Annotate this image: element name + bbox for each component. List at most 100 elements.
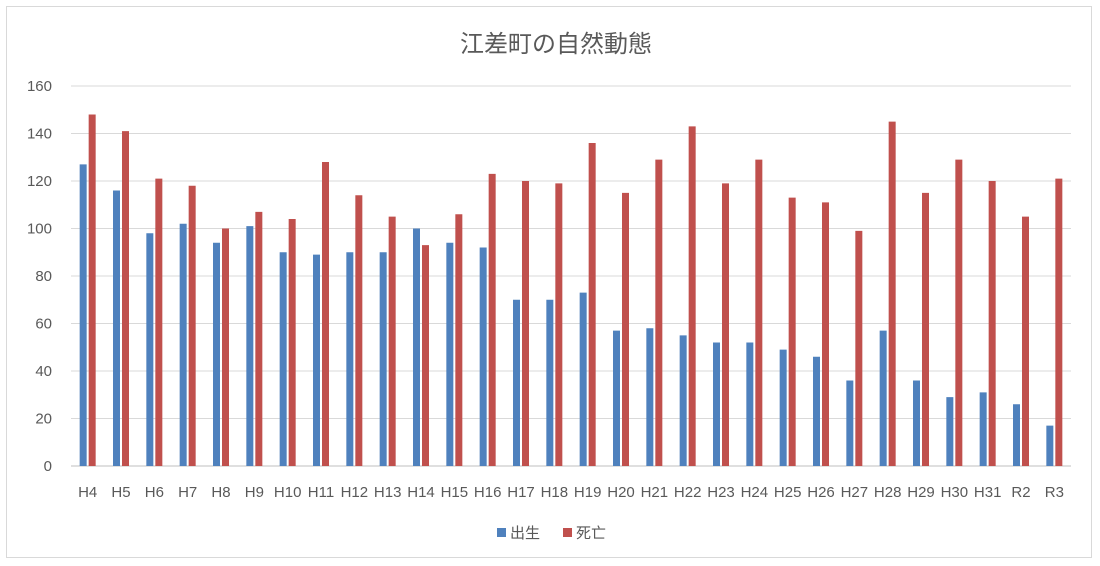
x-tick-label: H12: [341, 484, 369, 501]
x-tick-label: R2: [1011, 484, 1030, 501]
x-tick-label: H31: [974, 484, 1002, 501]
bar-death: [222, 228, 229, 466]
bar-death: [188, 185, 196, 466]
bar-death: [155, 178, 163, 466]
y-axis-ticks: 0 20 40 60 80 100 120 140 160: [27, 78, 52, 475]
y-tick-label: 160: [27, 78, 52, 95]
x-tick-label: H13: [374, 484, 402, 501]
x-tick-label: H20: [607, 484, 635, 501]
bar-birth: [779, 349, 787, 466]
legend-swatch: [563, 528, 572, 537]
bar-birth: [146, 233, 154, 466]
x-tick-label: R3: [1045, 484, 1064, 501]
legend-label: 死亡: [576, 524, 606, 542]
bar-birth: [979, 392, 987, 466]
bar-birth: [579, 292, 587, 466]
bar-birth: [546, 299, 554, 466]
bar-birth: [446, 242, 454, 466]
bar-death: [722, 183, 729, 466]
bar-birth: [179, 223, 187, 466]
x-tick-label: H6: [145, 484, 164, 501]
bar-death: [755, 159, 763, 466]
bar-birth: [213, 242, 220, 466]
x-tick-label: H19: [574, 484, 602, 501]
bar-death: [322, 162, 329, 466]
y-tick-label: 100: [27, 221, 52, 238]
bar-death: [955, 159, 963, 466]
x-tick-label: H5: [111, 484, 130, 501]
bar-birth: [346, 252, 354, 466]
y-tick-label: 40: [35, 363, 52, 380]
x-tick-label: H4: [78, 484, 97, 501]
bar-death: [355, 195, 363, 466]
bar-birth: [746, 342, 754, 466]
x-tick-label: H25: [774, 484, 802, 501]
bar-birth: [1013, 404, 1020, 466]
x-tick-label: H28: [874, 484, 902, 501]
bar-death: [555, 183, 563, 466]
x-tick-label: H11: [308, 484, 334, 501]
bar-birth: [913, 380, 920, 466]
bar-birth: [846, 380, 854, 466]
bar-birth: [1046, 425, 1054, 466]
gridlines: [71, 85, 1071, 467]
x-tick-label: H15: [441, 484, 469, 501]
x-tick-label: H17: [507, 484, 535, 501]
bars: [79, 114, 1063, 466]
bar-birth: [679, 335, 687, 466]
bar-death: [388, 216, 396, 466]
bar-birth: [813, 356, 820, 466]
x-tick-label: H24: [741, 484, 769, 501]
bar-death: [455, 214, 463, 466]
bar-birth: [413, 228, 420, 466]
bar-birth: [279, 252, 287, 466]
chart-title: 江差町の自然動態: [460, 30, 652, 58]
x-tick-label: H14: [407, 484, 435, 501]
y-tick-label: 140: [27, 126, 52, 143]
x-tick-label: H8: [211, 484, 230, 501]
bar-death: [1022, 216, 1029, 466]
x-tick-label: H16: [474, 484, 502, 501]
y-tick-label: 80: [35, 268, 52, 285]
x-tick-label: H30: [941, 484, 969, 501]
bar-death: [255, 211, 263, 466]
legend: 出生 死亡: [497, 524, 606, 542]
x-tick-label: H27: [841, 484, 869, 501]
x-tick-label: H9: [245, 484, 264, 501]
bar-birth: [646, 328, 654, 466]
bar-death: [655, 159, 663, 466]
bar-death: [288, 219, 296, 466]
bar-death: [688, 126, 696, 466]
bar-death: [855, 230, 863, 466]
bar-birth: [879, 330, 887, 466]
x-tick-label: H23: [707, 484, 735, 501]
legend-swatch: [497, 528, 506, 537]
legend-label: 出生: [510, 524, 540, 542]
x-tick-label: H18: [541, 484, 569, 501]
bar-death: [88, 114, 96, 466]
bar-birth: [946, 397, 954, 466]
x-tick-label: H29: [907, 484, 935, 501]
bar-birth: [713, 342, 720, 466]
bar-death: [422, 245, 429, 466]
bar-death: [922, 192, 929, 466]
bar-death: [822, 202, 829, 466]
bar-birth: [113, 190, 120, 466]
bar-birth: [513, 299, 520, 466]
bar-birth: [246, 226, 254, 466]
bar-death: [888, 121, 896, 466]
bar-birth: [613, 330, 620, 466]
bar-death: [122, 131, 129, 466]
bar-death: [622, 192, 629, 466]
bar-birth: [313, 254, 320, 466]
bar-birth: [79, 164, 87, 466]
y-tick-label: 0: [44, 458, 52, 475]
x-tick-label: H22: [674, 484, 702, 501]
y-tick-label: 60: [35, 316, 52, 333]
bar-death: [788, 197, 796, 466]
x-tick-label: H26: [807, 484, 835, 501]
bar-death: [522, 181, 529, 466]
bar-birth: [379, 252, 387, 466]
x-tick-label: H21: [641, 484, 669, 501]
